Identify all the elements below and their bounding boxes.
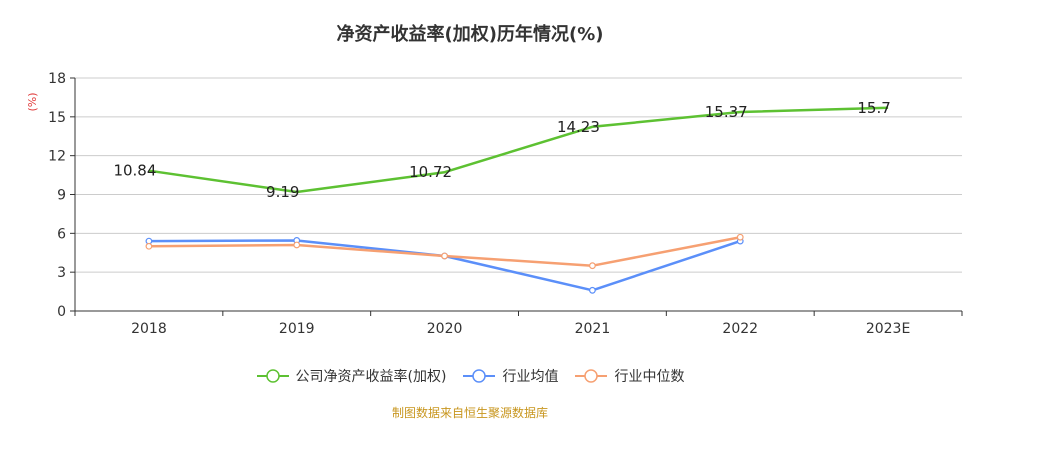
- y-tick-label: 18: [48, 71, 66, 87]
- chart-title: 净资产收益率(加权)历年情况(%): [336, 24, 604, 45]
- data-point: [589, 262, 596, 270]
- data-label: 14.23: [557, 118, 600, 136]
- y-tick-label: 15: [48, 110, 66, 126]
- y-tick-label: 0: [57, 304, 66, 320]
- y-tick-label: 6: [57, 226, 66, 242]
- x-tick-label: 2022: [722, 321, 758, 337]
- x-tick-label: 2023E: [866, 321, 910, 337]
- data-point: [589, 286, 596, 294]
- data-point: [145, 242, 153, 250]
- data-point: [736, 233, 744, 241]
- y-tick-label: 3: [57, 265, 66, 281]
- data-point: [441, 252, 448, 260]
- x-tick-label: 2018: [131, 321, 167, 337]
- legend-label: 行业均值: [502, 369, 559, 385]
- x-tick-label: 2020: [427, 321, 463, 337]
- y-tick-label: 9: [57, 188, 66, 204]
- data-label: 15.37: [705, 103, 748, 121]
- legend-marker-icon: [463, 369, 496, 383]
- legend-marker-icon: [575, 369, 608, 383]
- series-line: [148, 239, 741, 292]
- legend-marker-icon: [256, 369, 289, 383]
- data-label: 10.72: [409, 163, 452, 181]
- y-axis-label: (%): [26, 92, 39, 111]
- series-line: [148, 106, 889, 194]
- data-label: 10.84: [113, 162, 156, 180]
- chart-legend: 公司净资产收益率(加权) 行业均值 行业中位数: [0, 366, 940, 388]
- legend-item[interactable]: 行业均值: [462, 366, 558, 386]
- legend-item[interactable]: 行业中位数: [574, 366, 684, 386]
- legend-label: 公司净资产收益率(加权): [295, 369, 447, 385]
- x-tick-label: 2021: [575, 321, 611, 337]
- data-label: 15.7: [857, 99, 890, 117]
- legend-label: 行业中位数: [614, 369, 685, 385]
- source-note: 制图数据来自恒生聚源数据库: [391, 406, 548, 420]
- y-tick-label: 12: [48, 149, 66, 165]
- data-point: [293, 241, 301, 249]
- data-label: 9.19: [266, 183, 299, 201]
- x-tick-label: 2019: [279, 321, 315, 337]
- legend-item[interactable]: 公司净资产收益率(加权): [256, 366, 447, 386]
